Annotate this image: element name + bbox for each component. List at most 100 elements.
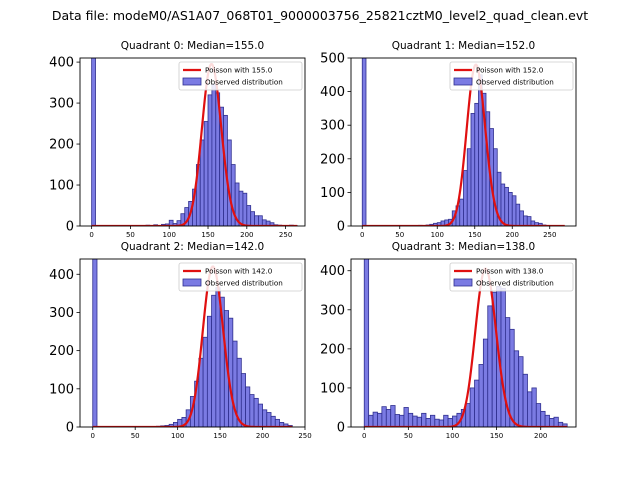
y-tick-label: 0 [337, 220, 345, 235]
y-tick-label: 300 [320, 303, 345, 318]
histogram-bar [246, 205, 252, 226]
histogram-bar [202, 336, 208, 427]
y-tick-label: 200 [320, 152, 345, 167]
histogram-bar [377, 412, 383, 427]
legend-label-poisson: Poisson with 138.0 [476, 267, 544, 276]
histogram-bar [549, 417, 555, 427]
x-tick-label: 200 [240, 231, 253, 239]
histogram-bar [511, 195, 517, 226]
histogram-bar [394, 414, 400, 427]
histogram-bar [500, 183, 506, 226]
histogram-bar [399, 414, 405, 427]
x-tick-label: 150 [490, 432, 503, 440]
y-tick-label: 100 [49, 382, 74, 397]
histogram-bar [215, 287, 221, 427]
histogram-bar [257, 403, 263, 427]
quadrant-0-plot: Quadrant 0: Median=155.0 0 50 100 150 200 250 0… [49, 40, 306, 239]
x-tick-label: 50 [126, 231, 135, 239]
histogram-bar [474, 102, 479, 226]
legend-label-observed: Observed distribution [476, 279, 554, 288]
axes-frame [79, 258, 306, 428]
y-tick-label: 500 [320, 52, 345, 67]
y-tick-label: 200 [320, 342, 345, 357]
histogram-bar [211, 294, 217, 427]
histogram-bar [270, 415, 276, 427]
histogram-bar [207, 94, 213, 226]
subplot-title: Quadrant 1: Median=152.0 [392, 40, 535, 52]
x-tick-label: 250 [298, 432, 311, 440]
histogram-bar [522, 373, 528, 427]
histogram-bar [487, 305, 493, 427]
histogram-bar [482, 338, 489, 427]
histogram-bar [500, 287, 506, 427]
y-tick-label: 0 [66, 421, 74, 436]
histogram-bar [361, 58, 367, 226]
histogram-bar [515, 203, 521, 226]
x-tick-label: 150 [201, 231, 214, 239]
axes-frame [79, 57, 306, 227]
histogram-bar [421, 412, 427, 427]
legend-box [449, 262, 574, 292]
histogram-bar [245, 386, 251, 427]
histogram-bar [459, 198, 464, 226]
x-tick-label: 150 [213, 432, 226, 440]
axes-frame [350, 57, 577, 227]
x-tick-label: 200 [506, 231, 519, 239]
histogram-bar [238, 190, 244, 226]
legend-bar-swatch [182, 278, 202, 287]
quadrant-1-plot-area [361, 58, 565, 226]
y-tick-label: 400 [320, 264, 345, 279]
y-tick-label: 0 [66, 220, 74, 235]
y-tick-label: 100 [49, 179, 74, 194]
histogram-bar [403, 407, 409, 427]
histogram-bar [513, 350, 520, 427]
histogram-bar [434, 418, 440, 427]
histogram-bar [519, 210, 524, 226]
histogram-bar [504, 186, 509, 226]
histogram-bar [368, 414, 374, 427]
histogram-bar [508, 191, 513, 226]
histogram-bar [240, 373, 246, 427]
y-tick-label: 400 [49, 56, 74, 71]
histogram-bar [540, 410, 546, 427]
histogram-bar [416, 416, 422, 427]
histogram-bar [274, 418, 280, 427]
histogram-bar [430, 414, 436, 427]
x-tick-label: 50 [395, 231, 404, 239]
poisson-curve [91, 63, 298, 226]
histogram-bar [443, 414, 449, 427]
x-tick-label: 150 [468, 231, 481, 239]
histogram-bar [463, 170, 468, 226]
histogram-bar [253, 397, 259, 427]
histogram-bar [535, 403, 542, 427]
legend-label-observed: Observed distribution [205, 78, 283, 87]
x-tick-label: 0 [362, 432, 366, 440]
histogram-bar [531, 387, 537, 427]
y-tick-label: 0 [337, 421, 345, 436]
histogram-bar [478, 364, 484, 427]
histogram-bar [250, 211, 255, 226]
histogram-bar [211, 84, 217, 226]
legend-bar-swatch [182, 77, 202, 86]
histogram-bar [206, 315, 213, 427]
histogram-bar [465, 403, 471, 427]
y-tick-label: 300 [49, 97, 74, 112]
quadrant-1-plot: Quadrant 1: Median=152.0 0 50 100 150 200 250 0… [320, 40, 577, 239]
histogram-bar [523, 215, 528, 226]
y-tick-label: 200 [49, 138, 74, 153]
figure-suptitle: Data file: modeM0/AS1A07_068T01_90000037… [51, 8, 589, 23]
histogram-bar [527, 391, 533, 427]
legend-bar-swatch [453, 278, 473, 287]
histogram-bar [466, 148, 472, 226]
x-tick-label: 0 [360, 231, 364, 239]
quadrant-2-plot-area [92, 259, 293, 427]
y-tick-label: 300 [320, 119, 345, 134]
legend-box [178, 61, 303, 91]
x-tick-label: 100 [446, 432, 459, 440]
histogram-bar [544, 414, 550, 427]
histogram-bar [203, 121, 209, 226]
histogram-bar [254, 215, 259, 226]
quadrant-0-plot-area [91, 58, 298, 226]
legend-label-poisson: Poisson with 142.0 [205, 267, 273, 276]
